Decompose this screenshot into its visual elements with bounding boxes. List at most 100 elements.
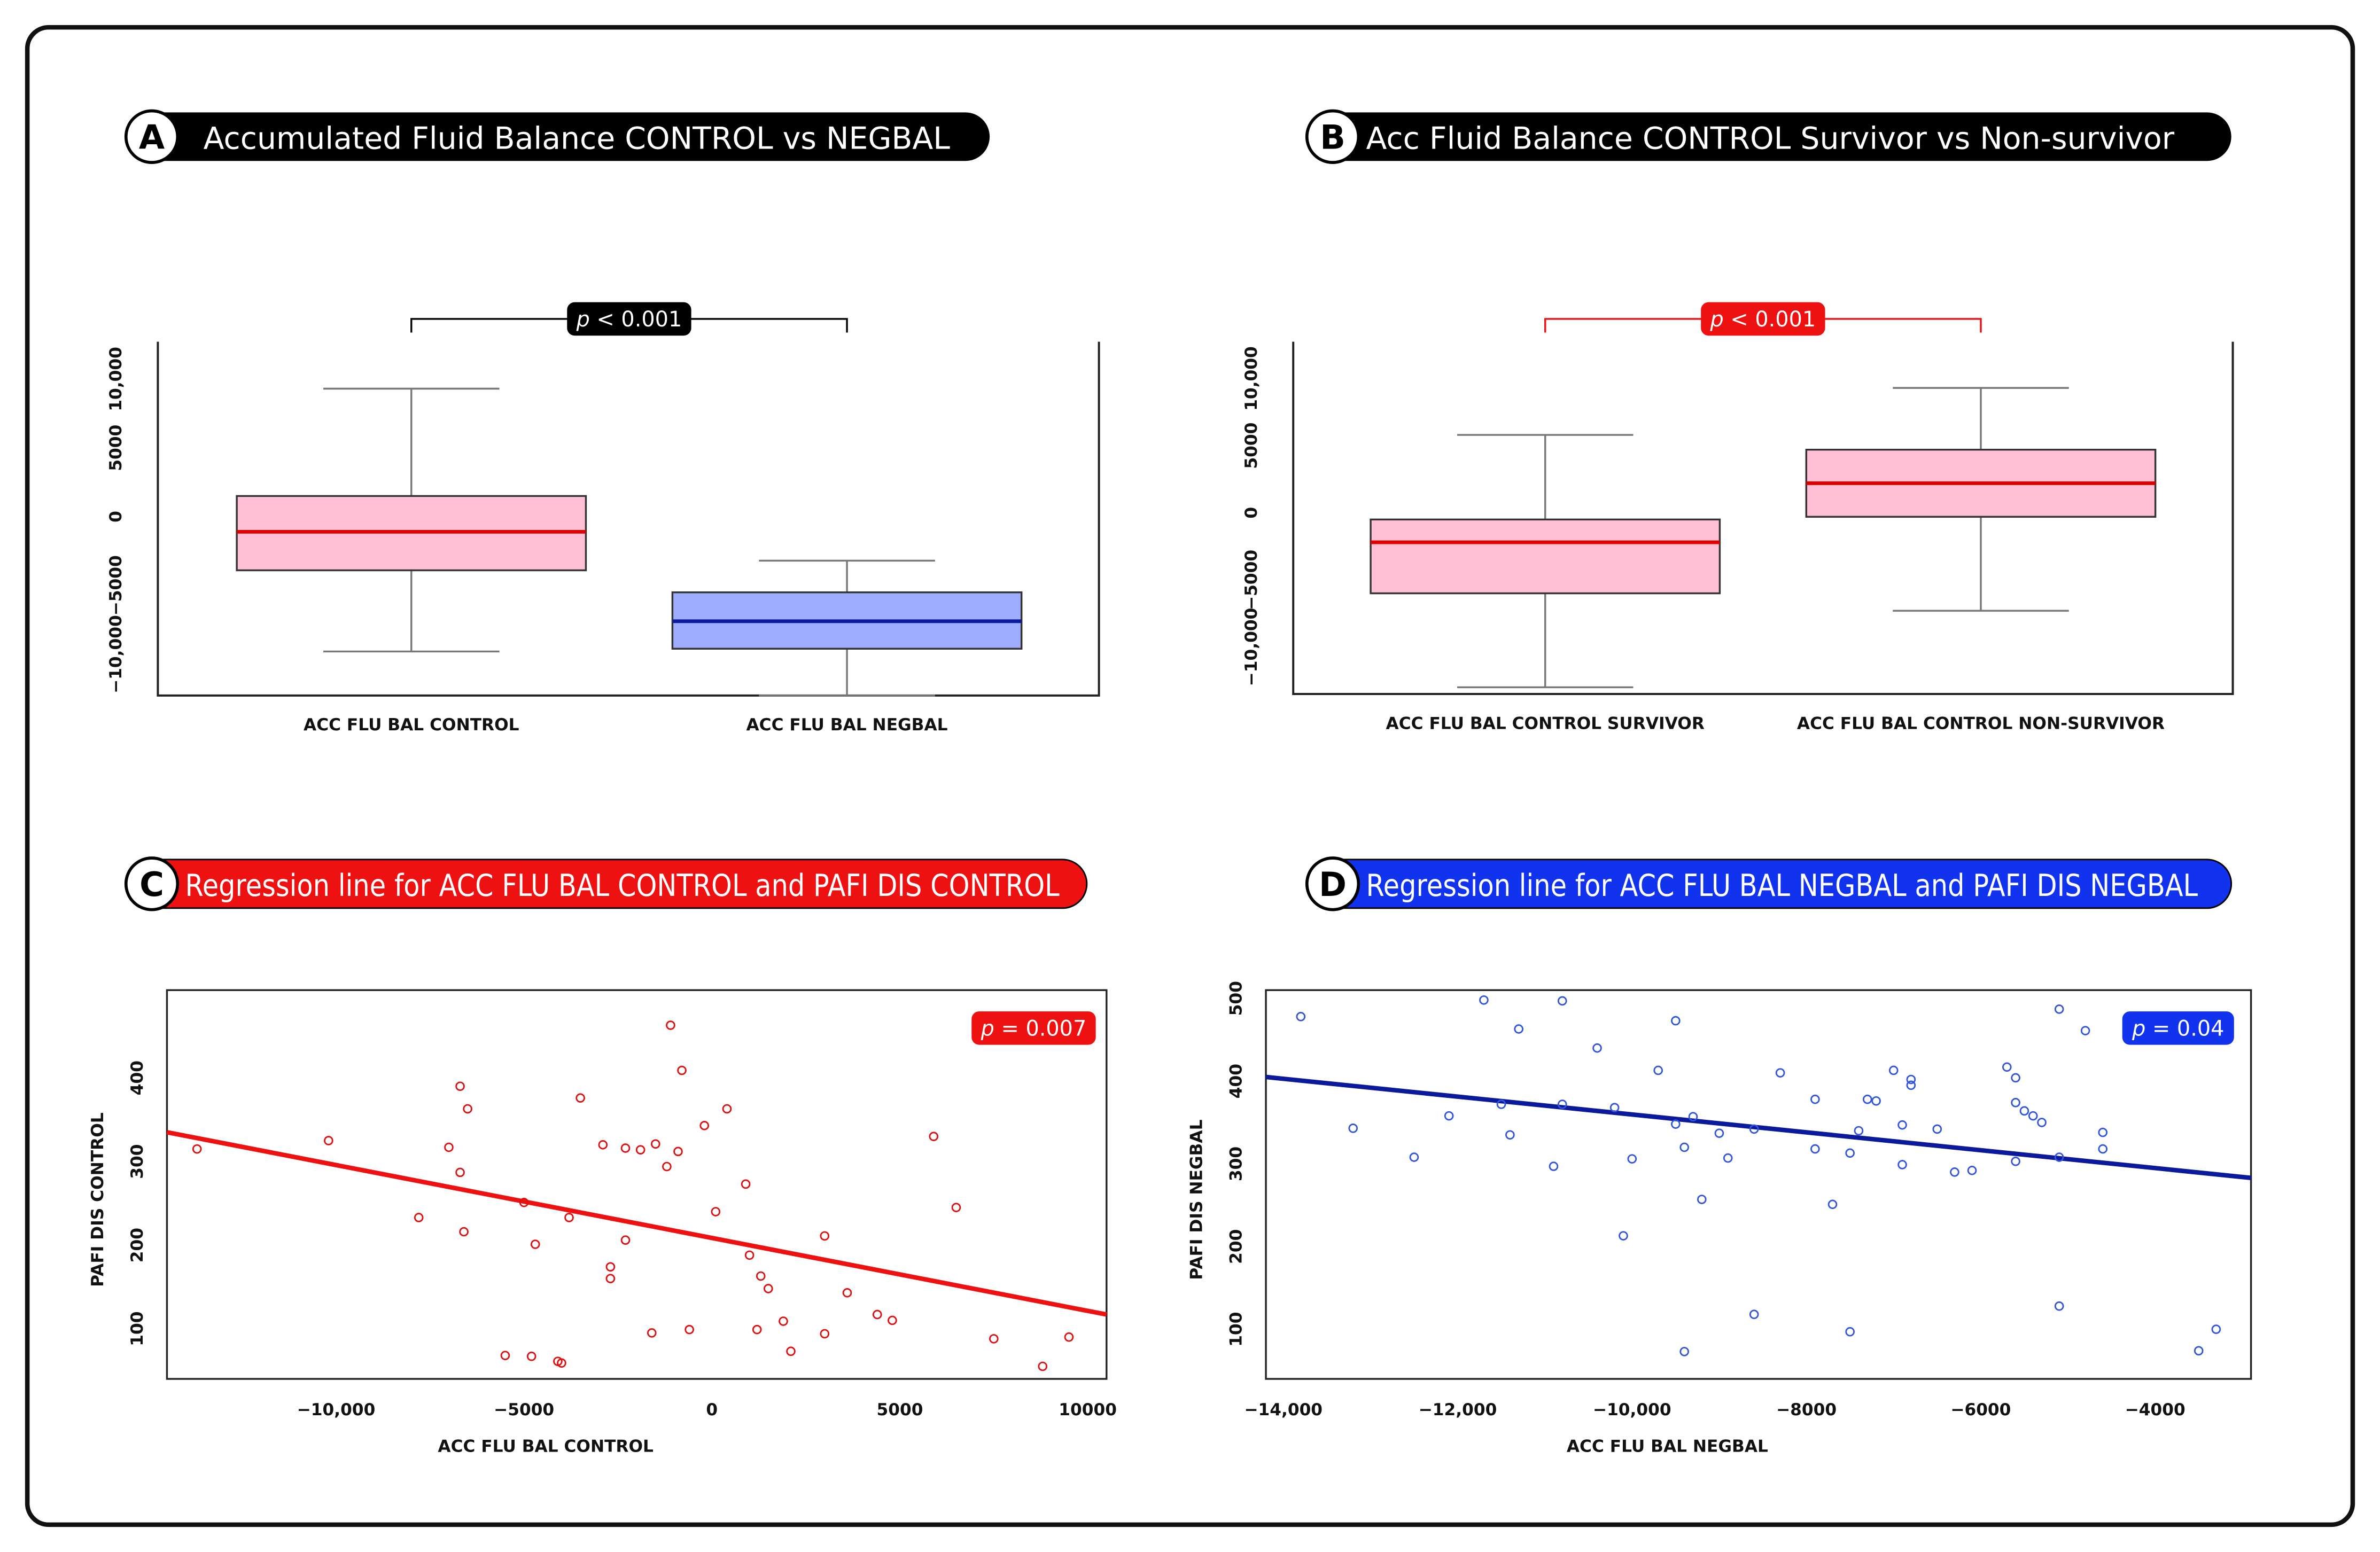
panel-b-letter: B [1320,118,1345,157]
panel-d-data-point [1845,1327,1855,1337]
panel-d-data-point [1627,1154,1637,1164]
panel-d-letter: D [1319,865,1347,904]
panel-d-data-point [1845,1148,1855,1158]
panel-c-banner [151,859,1088,909]
panel-a-p-value-bg [567,302,691,336]
panel-c-title: Regression line for ACC FLU BAL CONTROL … [185,868,1060,903]
panel-d-x-axis-title: ACC FLU BAL NEGBAL [1567,1437,1768,1456]
panel-d-data-point [1514,1024,1523,1034]
panel-d-title: Regression line for ACC FLU BAL NEGBAL a… [1366,868,2198,903]
panel-d-y-tick-label: 300 [1227,1147,1246,1181]
panel-c-data-point [741,1179,751,1189]
panel-d-data-point [1749,1124,1759,1134]
panel-d-data-point [1557,996,1567,1006]
panel-c-data-point [605,1274,616,1284]
panel-d-y-tick-label: 100 [1227,1312,1246,1346]
panel-c-data-point [1038,1361,1048,1371]
panel-a-boxplot: −10,000−5000 0 5000 10,000 ACC FLU BAL CONTR… [106,302,1100,735]
panel-d-data-point [1296,1012,1306,1021]
panel-d-data-point [1697,1195,1707,1204]
panel-a-category-label: ACC FLU BAL NEGBAL [746,715,948,735]
panel-c-plot-frame [166,989,1108,1380]
panel-a-p-value: p < 0.001 [576,307,682,332]
panel-c-data-point [951,1203,961,1212]
panel-d-data-point [1714,1128,1724,1138]
panel-d-data-point [1749,1309,1759,1320]
panel-d-data-point [1549,1161,1559,1171]
panel-c-data-point [842,1288,852,1298]
panel-c-data-point [635,1145,645,1155]
panel-a-axes [157,341,1100,697]
panel-d-data-point [2194,1346,2204,1356]
panel-c-data-point [820,1231,830,1241]
panel-c-data-point [324,1136,333,1145]
panel-d-data-point [1775,1068,1785,1078]
panel-b-axes [1292,341,2234,696]
panel-d-data-point [1897,1120,1907,1130]
panel-c-letter-circle [124,856,180,911]
panel-b-boxplot: −10,000−5000 0 5000 10,000 ACC FLU BAL CONTR… [1242,302,2234,733]
panel-d-plot-frame [1265,989,2252,1380]
panel-c-data-point [564,1213,574,1222]
panel-c-data-point [779,1316,788,1326]
panel-c-x-tick-label: 10000 [1059,1400,1117,1420]
panel-c-data-point [711,1207,721,1216]
panel-b-y-tick-label: −5000 [1242,550,1261,610]
panel-b-title: Acc Fluid Balance CONTROL Survivor vs No… [1366,121,2175,157]
panel-a-title: Accumulated Fluid Balance CONTROL vs NEG… [204,121,951,157]
panel-d-data-point [1888,1065,1899,1075]
panel-c-data-point [605,1262,616,1272]
panel-d-data-point [1444,1111,1454,1121]
panel-d-x-tick-label: −6000 [1950,1400,2011,1420]
panel-d-scatter: −14,000 −12,000 −10,000 −8000 −6000 −4000 100 2… [1187,981,2252,1456]
panel-d-data-point [1950,1167,1959,1177]
panel-c-data-point [722,1104,732,1114]
panel-c-data-point [744,1250,755,1260]
panel-d-x-tick-label: −4000 [2125,1400,2185,1420]
panel-d-data-point [1854,1126,1864,1136]
panel-d-data-point [2098,1144,2108,1154]
panel-c-x-tick-label: −10,000 [297,1400,376,1420]
panel-d-data-point [1827,1199,1838,1210]
figure-frame [25,25,2355,1527]
panel-a-y-tick-label: 0 [106,511,126,522]
panel-d-data-point [2054,1152,2064,1162]
panel-c-data-point [666,1020,675,1030]
panel-d-data-point [2054,1004,2064,1014]
panel-c-regression-line [166,1130,1107,1317]
panel-d-x-tick-label: −8000 [1776,1400,1837,1420]
panel-b-banner [1333,112,2231,161]
panel-d-data-point [1906,1074,1916,1085]
panel-d-data-point [2037,1118,2047,1127]
panel-b-header: B Acc Fluid Balance CONTROL Survivor vs … [1305,109,2231,164]
panel-c-data-point [786,1346,796,1356]
panel-d-p-value: p = 0.04 [2132,1017,2224,1041]
panel-c-data-point [677,1065,687,1075]
panel-d-data-point [1671,1119,1681,1129]
panel-c-data-point [620,1143,631,1153]
panel-c-data-point [929,1132,939,1141]
panel-d-data-point [2011,1156,2020,1166]
panel-d-data-point [2080,1026,2090,1035]
panel-d-data-point [2028,1111,2038,1121]
panel-c-data-point [192,1144,202,1154]
panel-d-data-point [1871,1096,1881,1106]
panel-d-letter-circle [1305,856,1360,911]
panel-c-data-point [662,1161,672,1172]
panel-d-data-point [2011,1073,2020,1083]
panel-c-data-point [989,1334,999,1344]
panel-a-y-tick-label: 10,000 [106,347,126,411]
panel-b-y-tick-label: 10,000 [1242,346,1261,411]
panel-c-x-axis-title: ACC FLU BAL CONTROL [438,1437,654,1456]
panel-d-p-value-bg [2122,1011,2234,1045]
panel-d-data-point [1653,1065,1663,1075]
panel-c-data-point [463,1104,472,1114]
panel-c-data-point [519,1197,529,1207]
panel-c-header: C Regression line for ACC FLU BAL CONTRO… [124,856,1088,911]
panel-d-y-tick-label: 200 [1227,1229,1246,1264]
panel-d-data-point [1967,1166,1977,1175]
panel-c-data-point [620,1235,631,1245]
panel-d-data-point [1609,1103,1620,1112]
panel-d-data-point [1496,1099,1506,1109]
panel-c-data-point [455,1081,465,1091]
